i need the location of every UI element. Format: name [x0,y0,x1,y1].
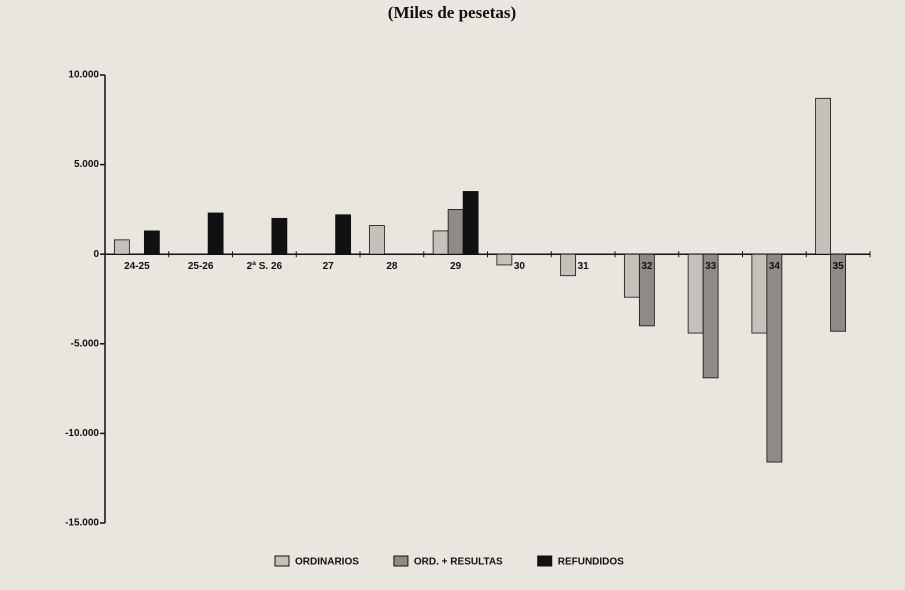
legend-swatch [393,555,409,567]
bar [751,253,768,334]
bar [335,214,352,255]
x-tick-label: 2ª S. 26 [247,261,283,272]
bar [462,191,479,255]
bar [623,253,640,298]
bar [368,225,385,255]
bar [687,253,704,334]
y-tick-label: 10.000 [68,70,99,81]
x-tick-label: 33 [705,261,717,272]
legend-label: ORD. + RESULTAS [414,557,503,568]
x-tick-label: 28 [386,261,398,272]
x-tick-label: 29 [450,261,462,272]
bar [560,253,577,277]
bar [830,253,847,332]
x-tick-label: 30 [514,261,526,272]
legend-swatch [274,555,290,567]
bar [815,97,832,255]
bar [766,253,783,463]
legend-label: ORDINARIOS [295,557,359,568]
x-tick-label: 35 [833,261,845,272]
x-tick-label: 34 [769,261,781,272]
x-tick-label: 31 [578,261,590,272]
chart-subtitle: (Miles de pesetas) [388,3,516,22]
bar [207,212,224,255]
bar [638,253,655,327]
bar [432,230,449,255]
bar [113,239,130,255]
legend-swatch [537,555,553,567]
x-tick-label: 24-25 [124,261,150,272]
legend-label: REFUNDIDOS [558,557,624,568]
x-tick-label: 27 [323,261,335,272]
x-tick-label: 25-26 [188,261,214,272]
bar [271,217,288,255]
bar [143,230,160,255]
y-tick-label: -10.000 [65,428,99,439]
y-tick-label: -15.000 [65,518,99,529]
bar [702,253,719,379]
y-tick-label: -5.000 [71,338,100,349]
bar [496,253,513,266]
y-tick-label: 5.000 [74,159,99,170]
x-tick-label: 32 [641,261,653,272]
y-tick-label: 0 [93,249,99,260]
bar [447,208,464,255]
